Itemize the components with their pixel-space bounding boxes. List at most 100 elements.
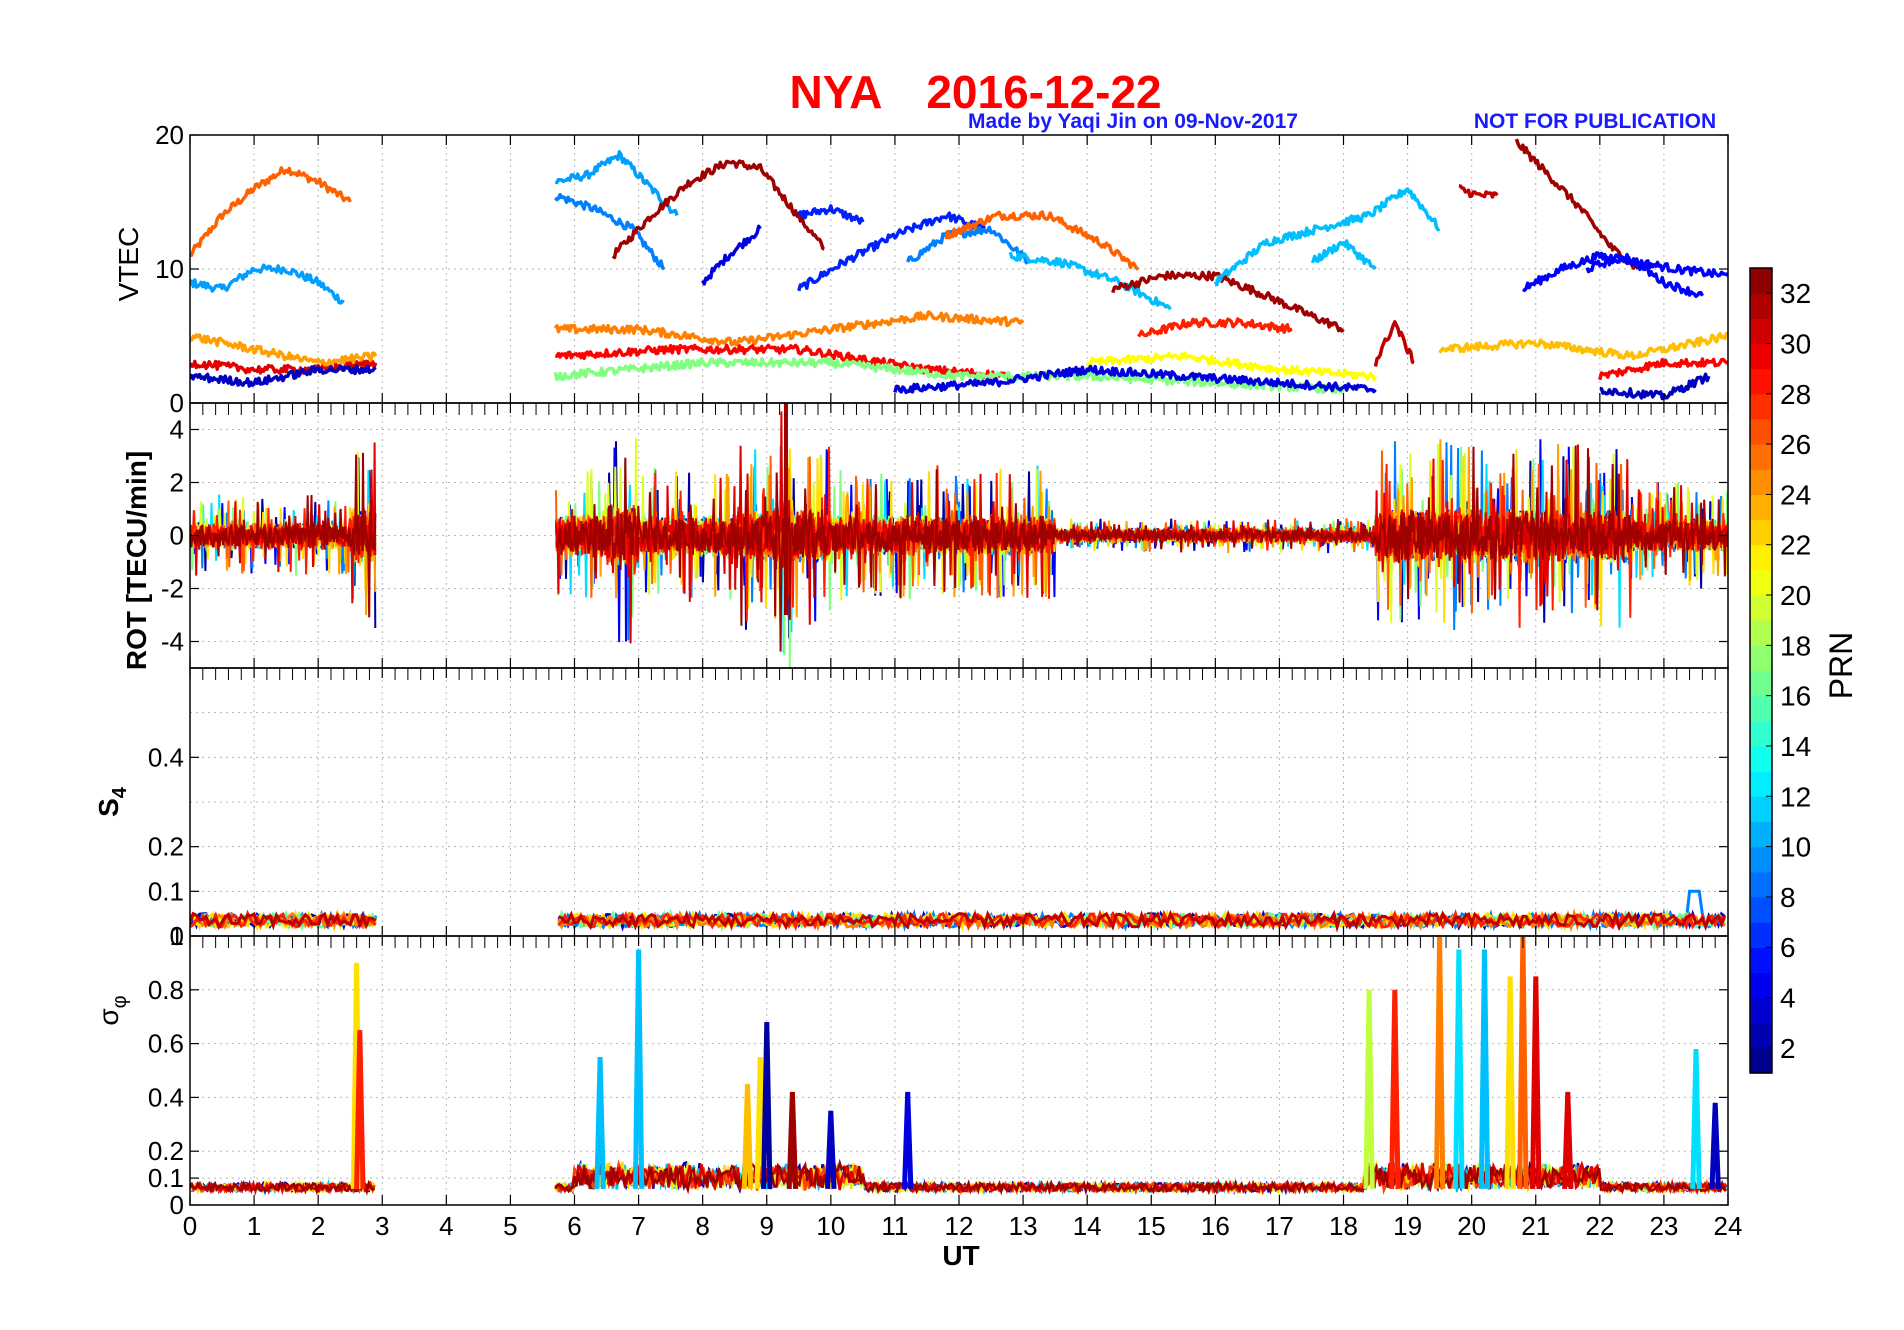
colorbar-swatch [1750, 670, 1772, 697]
sigma-peak [1690, 1048, 1702, 1189]
y-tick-label: 0 [170, 921, 184, 951]
s4-series-prn-28 [190, 909, 377, 929]
y-tick-label: 0.8 [148, 975, 184, 1005]
sigma-peak [825, 1110, 837, 1190]
x-tick-label: 18 [1329, 1211, 1358, 1241]
vtec-series-prn-24 [190, 333, 378, 367]
plot-area [190, 936, 1728, 1197]
sigma-peak [1562, 1091, 1574, 1189]
colorbar-tick-label: 16 [1780, 681, 1811, 712]
colorbar-swatch [1750, 846, 1772, 873]
x-tick-label: 2 [311, 1211, 325, 1241]
vtec-series-prn-6 [797, 204, 865, 225]
colorbar-label: PRN [1823, 632, 1859, 700]
x-tick-label: 22 [1585, 1211, 1614, 1241]
vtec-series-prn-29 [554, 343, 1012, 382]
colorbar-tick-label: 30 [1780, 328, 1811, 359]
sigma-peak [1478, 949, 1491, 1189]
x-ticks [189, 135, 1729, 403]
vtec-series-prn-25 [553, 310, 1025, 347]
sigma-peak [632, 949, 645, 1189]
colorbar-swatch [1750, 871, 1772, 898]
colorbar-swatch [1750, 318, 1772, 345]
vtec-series-prn-5 [1521, 251, 1728, 293]
colorbar-swatch [1750, 972, 1772, 999]
sigma-peak [1530, 976, 1542, 1189]
x-tick-label: 0 [183, 1211, 197, 1241]
colorbar-swatch [1750, 418, 1772, 445]
vtec-series-prn-31 [1458, 184, 1499, 199]
vtec-series-prn-32 [611, 159, 825, 260]
colorbar-frame [1749, 267, 1773, 1074]
panel-vtec: 0 10 20 VTEC [113, 120, 1729, 418]
panel-s4: 0 0.1 0.2 0.4 1 S4 [93, 667, 1729, 951]
colorbar-swatch [1750, 896, 1772, 923]
y-tick-label: -4 [161, 627, 184, 657]
figure-title-station: NYA [790, 66, 883, 118]
vtec-series-prn-26 [190, 166, 352, 257]
x-tick-label: 9 [760, 1211, 774, 1241]
colorbar-swatch [1750, 343, 1772, 370]
x-tick-label: 8 [695, 1211, 709, 1241]
vtec-series-prn-23 [1438, 331, 1728, 361]
y-tick-label: 0.4 [148, 742, 184, 772]
sigma-peak [1453, 949, 1465, 1189]
x-ticks [189, 936, 1729, 1205]
plot-area [190, 138, 1728, 401]
colorbar-tick-label: 20 [1780, 580, 1811, 611]
rot-series-prn-32 [555, 445, 1728, 652]
colorbar-swatch [1750, 544, 1772, 571]
vtec-series-prn-11 [1008, 251, 1172, 311]
credit-text: Made by Yaqi Jin on 09-Nov-2017 [968, 110, 1298, 133]
colorbar-swatch [1750, 595, 1772, 621]
vtec-series-prn-4 [893, 364, 1377, 395]
colorbar-swatch [1750, 821, 1772, 848]
x-tick-label: 11 [881, 1211, 908, 1241]
x-ticks [189, 668, 1729, 936]
notice-text: NOT FOR PUBLICATION [1474, 110, 1716, 133]
vtec-series-prn-3 [190, 364, 377, 388]
colorbar-swatch [1750, 922, 1772, 948]
vtec-series-prn-28 [1137, 317, 1293, 338]
colorbar-swatch [1750, 1047, 1772, 1074]
colorbar-tick-label: 22 [1780, 530, 1811, 561]
colorbar-swatch [1750, 645, 1772, 672]
vtec-series-prn-32 [1111, 270, 1345, 333]
vtec-series-prn-17 [553, 357, 1345, 395]
sigma-peak [902, 1091, 914, 1189]
panel-rot: -4 -2 0 2 4 ROT [TECU/min] [121, 402, 1729, 670]
x-tick-label: 10 [816, 1211, 845, 1241]
vtec-series-prn-29 [1598, 357, 1728, 381]
vtec-series-prn-31 [1373, 320, 1415, 367]
x-tick-label: 24 [1714, 1211, 1743, 1241]
y-tick-label: 0 [170, 388, 184, 418]
sigma-peak [786, 1091, 799, 1189]
y-tick-label: 0.4 [148, 1082, 184, 1112]
y-tick-label: 0.2 [148, 832, 184, 862]
y-tick-label: 0.2 [148, 1136, 184, 1166]
colorbar-swatch [1750, 796, 1772, 823]
y-tick-label: 0.1 [148, 876, 184, 906]
vtec-series-prn-10 [190, 263, 345, 305]
sigma-peak [1709, 1102, 1721, 1189]
y-tick-label: 4 [170, 415, 184, 445]
vtec-series-prn-10 [554, 150, 679, 216]
vtec-series-prn-5 [1585, 252, 1704, 299]
colorbar-tick-label: 26 [1780, 429, 1811, 460]
colorbar-tick-label: 14 [1780, 731, 1811, 762]
sigma-peak [1517, 936, 1529, 1189]
vtec-series-prn-21 [1085, 351, 1378, 382]
colorbar-tick-label: 32 [1780, 278, 1811, 309]
x-axis-label: UT [942, 1240, 979, 1271]
colorbar-swatch [1750, 293, 1772, 319]
y-axis-label: VTEC [113, 227, 144, 302]
sigma-peak [354, 1030, 366, 1189]
y-tick-label: 0 [170, 521, 184, 551]
y-tick-label: 0.1 [148, 1163, 184, 1193]
y-tick-label: 20 [155, 120, 184, 150]
x-tick-label: 19 [1393, 1211, 1422, 1241]
y-tick-label: 0 [170, 1190, 184, 1220]
colorbar-swatch [1750, 569, 1772, 596]
